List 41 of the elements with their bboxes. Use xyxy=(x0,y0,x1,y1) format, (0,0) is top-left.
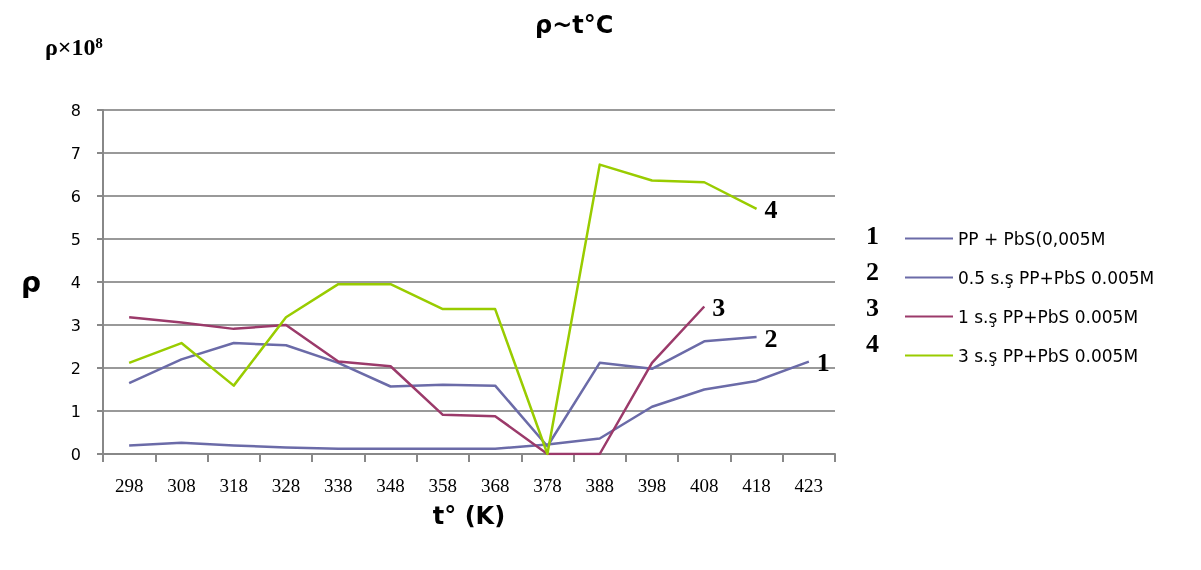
x-tick-label: 398 xyxy=(637,475,667,496)
annotation: 2 xyxy=(764,323,778,353)
text: 4 xyxy=(866,328,879,358)
text: 1 xyxy=(866,220,879,250)
x-tick-label: 358 xyxy=(428,475,458,496)
x-tick-label: 378 xyxy=(533,475,562,496)
annotation: 1 xyxy=(816,348,830,378)
y-tick-label: 7 xyxy=(70,143,81,163)
text: 2 xyxy=(866,256,879,286)
y-tick-label: 6 xyxy=(70,186,81,206)
x-tick-label: 338 xyxy=(324,475,353,496)
x-tick-label: 423 xyxy=(794,475,824,496)
legend-label: 0.5 s.ş PP+PbS 0.005M xyxy=(958,267,1155,288)
annotation: 3 xyxy=(712,293,726,323)
annotation: 4 xyxy=(764,195,778,225)
legend-label: 1 s.ş PP+PbS 0.005M xyxy=(958,306,1139,327)
x-tick-label: 388 xyxy=(585,475,614,496)
y-tick-label: 3 xyxy=(70,315,81,335)
y-tick-label: 2 xyxy=(70,358,81,378)
y-tick-label: 0 xyxy=(70,444,81,464)
y-tick-label: 1 xyxy=(70,401,81,421)
text: ρ×10⁸ xyxy=(45,34,103,60)
x-axis-title: t° (K) xyxy=(432,502,506,530)
x-tick-label: 328 xyxy=(271,475,301,496)
line-series xyxy=(127,163,758,456)
line-series xyxy=(127,305,706,456)
legend-label: PP + PbS(0,005M xyxy=(958,228,1106,249)
text: 3 xyxy=(866,292,879,322)
x-tick-label: 368 xyxy=(480,475,510,496)
x-tick-label: 408 xyxy=(690,475,719,496)
legend-label: 3 s.ş PP+PbS 0.005M xyxy=(958,345,1139,366)
y-tick-label: 5 xyxy=(70,229,81,249)
x-tick-label: 308 xyxy=(167,475,196,496)
y-axis-title: ρ xyxy=(20,265,41,299)
x-tick-label: 348 xyxy=(376,475,405,496)
y-tick-label: 8 xyxy=(70,100,81,120)
x-tick-label: 298 xyxy=(114,475,144,496)
y-tick-label: 4 xyxy=(70,272,81,292)
x-tick-label: 418 xyxy=(742,475,771,496)
x-tick-label: 318 xyxy=(219,475,248,496)
chart-title: ρ~t°C xyxy=(535,11,614,39)
